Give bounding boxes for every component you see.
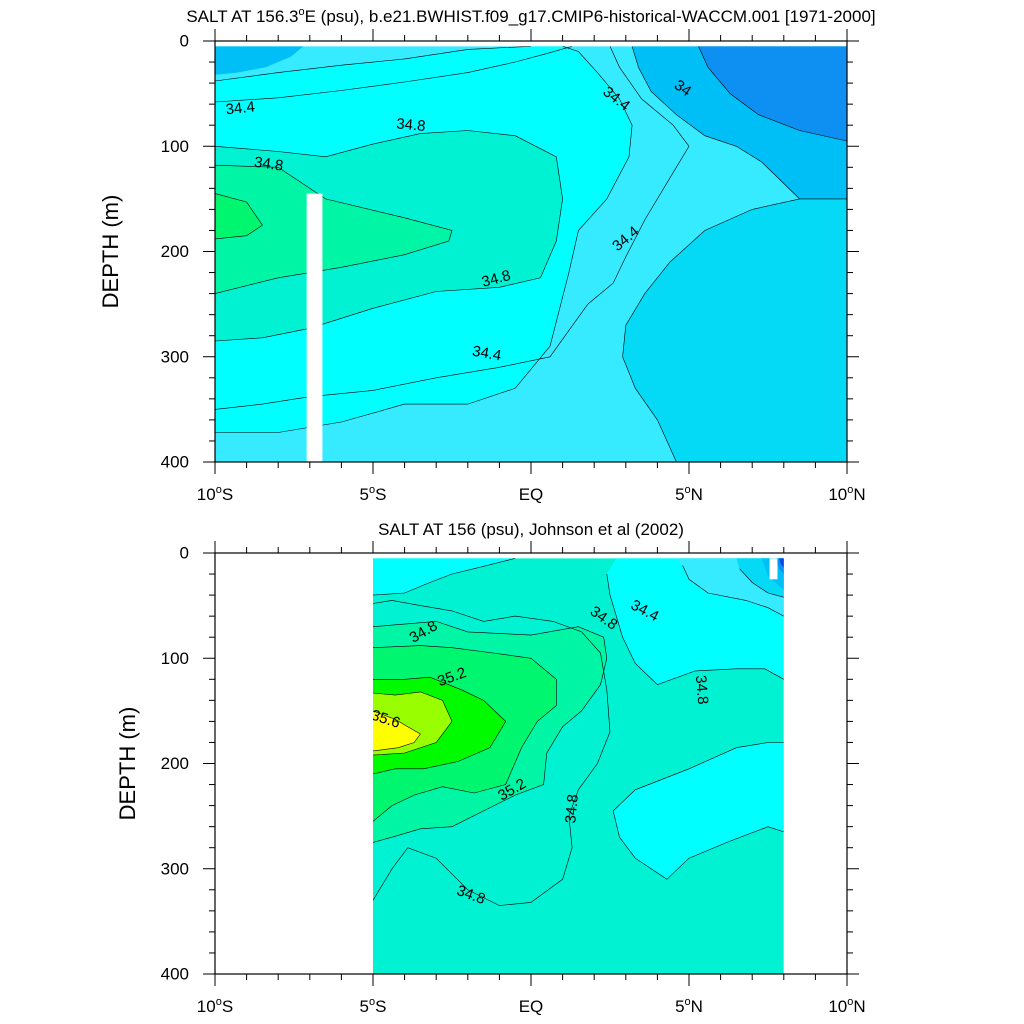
contour-field: 34.8 34.8 34.434.835.235.635.234.834.8 <box>373 558 784 974</box>
contour-line-34.4 <box>682 565 784 617</box>
contour-line-34.6 <box>612 742 784 880</box>
y-tick-label: 0 <box>180 32 189 51</box>
salinity-region-35.2 <box>215 165 452 294</box>
contour-line-35.0 <box>373 621 608 843</box>
panel-observed-salinity: 34.8 34.8 34.434.835.235.635.234.834.80100… <box>115 520 866 1016</box>
contour-line-34.2 <box>739 568 784 598</box>
x-tick-label: EQ <box>519 997 544 1016</box>
y-tick-label: 200 <box>161 754 189 773</box>
contour-line-35.4 <box>373 676 507 775</box>
contour-label: 34.8 <box>480 267 513 291</box>
salinity-region-34.4 <box>622 198 847 462</box>
contour-label: 34.8 <box>253 154 284 175</box>
contour-line-34.6 <box>606 573 784 685</box>
chart-title: SALT AT 156.3oE (psu), b.e21.BWHIST.f09_… <box>186 6 875 26</box>
y-axis-label: DEPTH (m) <box>98 195 123 309</box>
x-tick-label: EQ <box>519 485 544 504</box>
y-tick-label: 100 <box>161 649 189 668</box>
x-tick-label: 5oN <box>675 996 703 1016</box>
contour-label: 34.4 <box>225 98 256 118</box>
salinity-region-34.2 <box>215 46 304 75</box>
contour-line-34.6 <box>215 46 633 433</box>
x-tick-label: 10oS <box>197 996 233 1016</box>
missing-data-column <box>306 193 323 462</box>
y-axis-label: DEPTH (m) <box>115 707 140 821</box>
x-tick-label: 10oN <box>828 996 865 1016</box>
y-tick-label: 300 <box>161 347 189 366</box>
contour-line-34.2 <box>622 198 800 462</box>
contour-line-35.2 <box>215 193 263 240</box>
contour-line-34.8 <box>373 600 611 906</box>
panel-model-salinity: 34.434.834.834.4 3434.434.834.40100200300… <box>98 6 876 504</box>
y-tick-label: 0 <box>180 544 189 563</box>
x-tick-label: 10oS <box>197 484 233 504</box>
contour-line-35.6 <box>373 691 453 756</box>
contour-line-34.8 <box>215 130 563 342</box>
contour-line-34.0 <box>698 46 847 142</box>
y-tick-label: 100 <box>161 137 189 156</box>
missing-data-column <box>769 558 778 580</box>
contour-label: 34 <box>671 77 694 100</box>
contour-line-35.8 <box>373 710 421 752</box>
contour-line-34.6 <box>215 46 532 82</box>
contour-line-34.4 <box>215 46 573 103</box>
contour-label: 34.8 <box>692 675 711 706</box>
contour-line-34.8 <box>373 558 516 596</box>
salinity-region-34.0 <box>698 46 847 141</box>
salinity-region-34.8 <box>373 558 516 596</box>
y-tick-label: 400 <box>161 453 189 472</box>
x-tick-label: 10oN <box>828 484 865 504</box>
x-tick-label: 5oS <box>360 996 387 1016</box>
salinity-region-35.4 <box>215 193 263 239</box>
contour-line-34.4 <box>215 46 690 410</box>
contour-line-35.2 <box>373 645 557 822</box>
y-tick-label: 400 <box>161 965 189 984</box>
y-tick-label: 300 <box>161 859 189 878</box>
contour-label: 34.8 <box>562 794 581 825</box>
x-tick-label: 5oN <box>675 484 703 504</box>
salinity-region-34.8 <box>606 558 784 880</box>
contour-label: 34.8 <box>396 115 427 134</box>
chart-title: SALT AT 156 (psu), Johnson et al (2002) <box>378 520 684 539</box>
x-tick-label: 5oS <box>360 484 387 504</box>
salinity-region-36.0 <box>373 710 421 751</box>
contour-label: 34.4 <box>471 343 503 365</box>
y-tick-label: 200 <box>161 242 189 261</box>
salinity-region-33.8 <box>779 558 784 568</box>
contour-line-34.2 <box>631 46 847 200</box>
